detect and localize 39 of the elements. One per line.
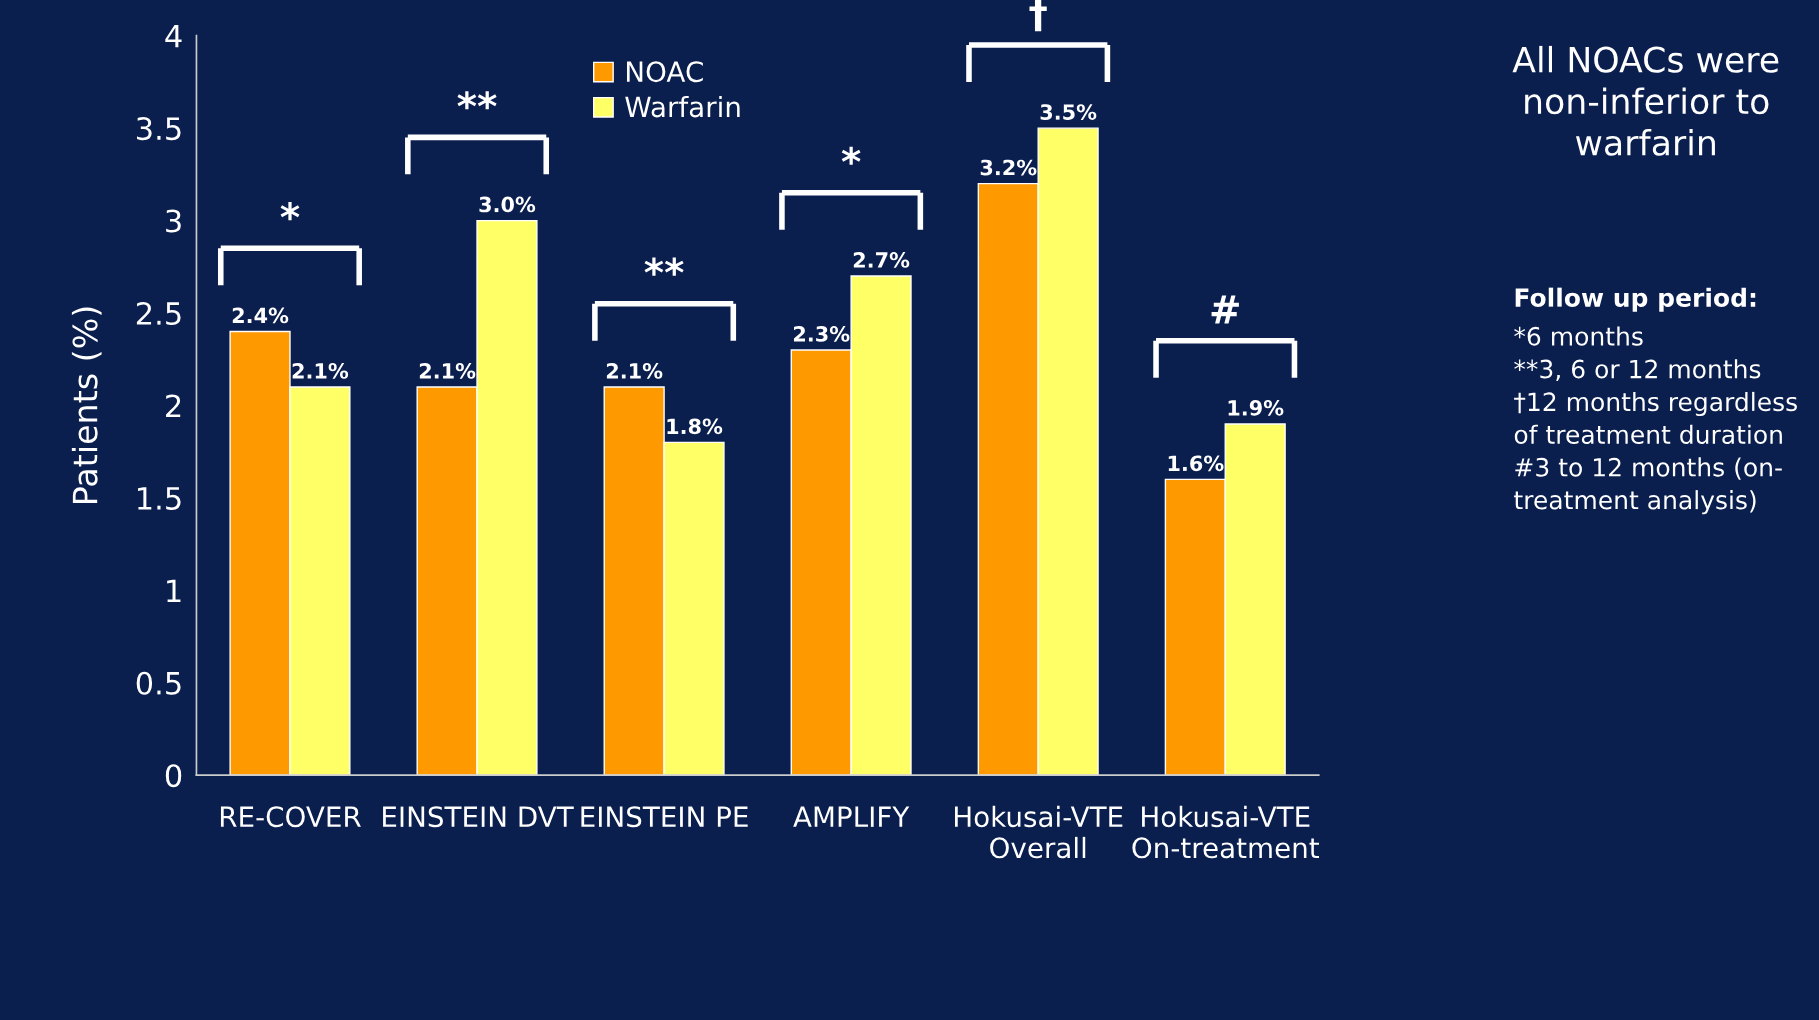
legend-label: Warfarin xyxy=(625,95,740,118)
y-tick-label: 2.5 xyxy=(136,301,181,326)
x-tick-label: EINSTEIN DVT xyxy=(383,806,574,828)
text: Follow up period: xyxy=(1515,287,1756,312)
y-tick-label: 1 xyxy=(167,579,181,602)
annotation: ** xyxy=(644,257,684,276)
data-label: 3.2% xyxy=(980,159,1037,176)
data-label: 3.5% xyxy=(1040,104,1097,120)
data-label: 2.1% xyxy=(606,363,663,379)
y-tick-label: 0 xyxy=(165,764,182,788)
data-label: 1.8% xyxy=(667,418,723,435)
y-tick-label: 3.5 xyxy=(136,117,181,141)
x-tick-label: Hokusai-VTE On-treatment xyxy=(1132,805,1319,859)
annotation: ** xyxy=(457,91,497,110)
data-label: 2.1% xyxy=(419,363,476,379)
annotation: * xyxy=(841,146,861,165)
text: All NOACs were non-inferior to warfarin xyxy=(1512,45,1779,156)
data-label: 2.7% xyxy=(853,252,910,268)
annotation: # xyxy=(1211,295,1239,324)
y-axis-title: Patients (%) xyxy=(71,307,102,504)
data-label: 2.3% xyxy=(793,326,850,342)
y-tick-label: 0.5 xyxy=(136,671,181,695)
x-tick-label: EINSTEIN PE xyxy=(581,806,748,828)
text: † xyxy=(1029,0,1047,32)
data-label: 1.9% xyxy=(1228,399,1284,416)
data-label: 2.1% xyxy=(292,363,349,379)
text: *6 months **3, 6 or 12 months †12 months regardless of treatment duration #3 to 12 months (on- treatment analysis) xyxy=(1514,326,1797,515)
x-tick-label: RE-COVER xyxy=(220,806,361,828)
x-tick-label: AMPLIFY xyxy=(793,806,910,827)
y-tick-label: 3 xyxy=(166,209,181,233)
data-label: 3.0% xyxy=(479,196,536,213)
y-tick-label: 2 xyxy=(166,394,181,418)
data-label: 1.6% xyxy=(1168,455,1224,472)
annotation: * xyxy=(280,202,300,221)
y-tick-label: 4 xyxy=(165,25,182,48)
y-tick-label: 1.5 xyxy=(138,487,181,510)
x-tick-label: Hokusai-VTE Overall xyxy=(955,805,1123,859)
data-label: 2.4% xyxy=(232,307,289,324)
legend-label: NOAC xyxy=(626,61,703,83)
